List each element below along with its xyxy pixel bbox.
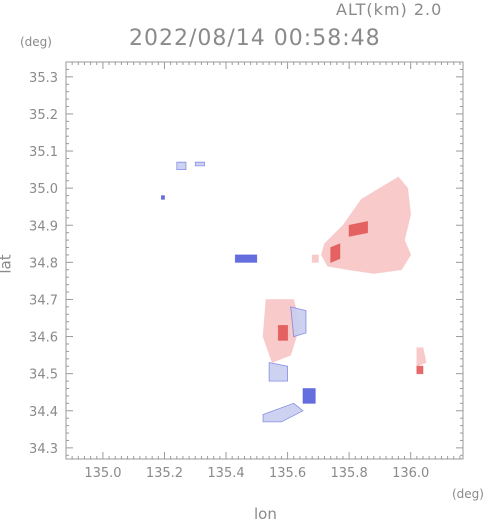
- x-axis-label: lon: [254, 505, 277, 523]
- y-tick-label: 34.9: [29, 219, 58, 234]
- y-tick-label: 34.4: [29, 405, 58, 420]
- x-tick-label: 136.0: [392, 466, 429, 481]
- y-axis-unit: (deg): [20, 35, 52, 49]
- plot-frame: [65, 61, 464, 460]
- axis-tick-labels: 135.0 135.2 135.4 135.6 135.8 136.0 34.3 34.4 34…: [29, 71, 429, 481]
- x-tick-label: 135.4: [207, 466, 244, 481]
- x-tick-label: 135.2: [146, 466, 183, 481]
- y-tick-label: 34.7: [29, 293, 58, 308]
- y-tick-label: 35.2: [29, 108, 58, 123]
- chart-title-timestamp: 2022/08/14 00:58:48: [129, 26, 381, 51]
- echo-region-center-south-blue: [268, 362, 289, 382]
- echo-region-east-cell-strong: [416, 365, 424, 375]
- axis-ticks: [65, 61, 463, 459]
- altitude-label: ALT(km) 2.0: [336, 0, 443, 19]
- echo-region-ne-cell-strong: [348, 221, 369, 237]
- echo-region-mid-speck: [234, 254, 258, 263]
- y-tick-label: 35.1: [29, 145, 58, 160]
- echo-region-north-speck-1: [176, 161, 187, 171]
- echo-region-ne-cell-edge: [330, 243, 341, 263]
- y-tick-label: 34.5: [29, 368, 58, 383]
- echo-region-north-speck-3: [160, 195, 165, 200]
- y-tick-label: 34.3: [29, 442, 58, 457]
- y-tick-label: 35.0: [29, 182, 58, 197]
- echo-region-north-speck-2: [194, 161, 205, 167]
- echo-region-center-cluster-blue: [290, 306, 307, 338]
- y-tick-label: 35.3: [29, 71, 58, 86]
- x-tick-label: 135.6: [269, 466, 306, 481]
- echo-region-se-blue: [302, 388, 316, 404]
- echo-regions: [160, 161, 427, 423]
- y-tick-label: 34.6: [29, 331, 58, 346]
- y-tick-label: 34.8: [29, 256, 58, 271]
- x-tick-label: 135.8: [331, 466, 368, 481]
- echo-region-west-small: [311, 254, 319, 263]
- x-tick-label: 135.0: [84, 466, 121, 481]
- echo-region-center-cluster-strong: [277, 324, 289, 341]
- echo-region-east-cell: [416, 347, 427, 367]
- echo-region-south-lobe: [262, 402, 304, 423]
- x-axis-unit: (deg): [452, 487, 484, 501]
